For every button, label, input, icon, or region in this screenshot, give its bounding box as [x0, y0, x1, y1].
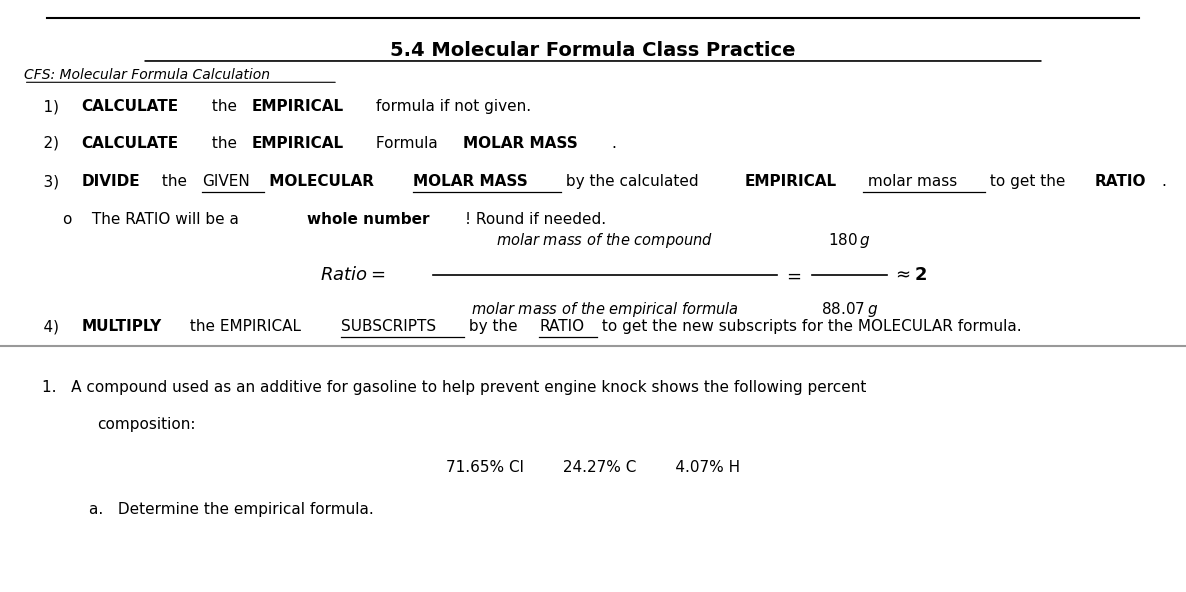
Text: RATIO: RATIO	[1095, 174, 1147, 189]
Text: MOLAR MASS: MOLAR MASS	[463, 136, 578, 151]
Text: the: the	[206, 99, 242, 114]
Text: $\mathit{180\,g}$: $\mathit{180\,g}$	[828, 231, 871, 250]
Text: $\mathit{molar\ mass\ of\ the\ empirical\ formula}$: $\mathit{molar\ mass\ of\ the\ empirical…	[471, 300, 739, 319]
Text: $=$: $=$	[783, 266, 802, 284]
Text: 71.65% Cl        24.27% C        4.07% H: 71.65% Cl 24.27% C 4.07% H	[446, 460, 740, 475]
Text: MULTIPLY: MULTIPLY	[82, 319, 161, 334]
Text: 5.4 Molecular Formula Class Practice: 5.4 Molecular Formula Class Practice	[390, 41, 796, 60]
Text: the: the	[206, 136, 242, 151]
Text: to get the new subscripts for the MOLECULAR formula.: to get the new subscripts for the MOLECU…	[598, 319, 1022, 334]
Text: $\mathit{Ratio}{=}$: $\mathit{Ratio}{=}$	[320, 266, 385, 284]
Text: ! Round if needed.: ! Round if needed.	[465, 211, 606, 227]
Text: .: .	[611, 136, 616, 151]
Text: 2): 2)	[24, 136, 69, 151]
Text: 4): 4)	[24, 319, 69, 334]
Text: .: .	[1161, 174, 1166, 189]
Text: $\approx\mathbf{2}$: $\approx\mathbf{2}$	[892, 266, 926, 284]
Text: Formula: Formula	[371, 136, 442, 151]
Text: RATIO: RATIO	[540, 319, 585, 334]
Text: CFS: Molecular Formula Calculation: CFS: Molecular Formula Calculation	[24, 68, 269, 82]
Text: $\mathit{molar\ mass\ of\ the\ compound}$: $\mathit{molar\ mass\ of\ the\ compound}…	[496, 231, 714, 250]
Text: GIVEN: GIVEN	[203, 174, 250, 189]
Text: molar mass: molar mass	[863, 174, 957, 189]
Text: a.   Determine the empirical formula.: a. Determine the empirical formula.	[89, 501, 374, 517]
Text: composition:: composition:	[97, 417, 196, 432]
Text: the: the	[158, 174, 192, 189]
Text: CALCULATE: CALCULATE	[82, 136, 179, 151]
Text: DIVIDE: DIVIDE	[82, 174, 140, 189]
Text: whole number: whole number	[307, 211, 429, 227]
Text: CALCULATE: CALCULATE	[82, 99, 179, 114]
Text: EMPIRICAL: EMPIRICAL	[251, 99, 344, 114]
Text: to get the: to get the	[986, 174, 1070, 189]
Text: MOLECULAR: MOLECULAR	[263, 174, 380, 189]
Text: 1): 1)	[24, 99, 69, 114]
Text: 3): 3)	[24, 174, 69, 189]
Text: o    The RATIO will be a: o The RATIO will be a	[24, 211, 243, 227]
Text: EMPIRICAL: EMPIRICAL	[251, 136, 344, 151]
Text: SUBSCRIPTS: SUBSCRIPTS	[342, 319, 436, 334]
Text: 1.   A compound used as an additive for gasoline to help prevent engine knock sh: 1. A compound used as an additive for ga…	[42, 380, 866, 395]
Text: formula if not given.: formula if not given.	[371, 99, 531, 114]
Text: $\mathit{88.07\,g}$: $\mathit{88.07\,g}$	[821, 300, 878, 319]
Text: EMPIRICAL: EMPIRICAL	[745, 174, 836, 189]
Text: MOLAR MASS: MOLAR MASS	[413, 174, 528, 189]
Text: by the: by the	[464, 319, 522, 334]
Text: by the calculated: by the calculated	[561, 174, 703, 189]
Text: the EMPIRICAL: the EMPIRICAL	[185, 319, 306, 334]
